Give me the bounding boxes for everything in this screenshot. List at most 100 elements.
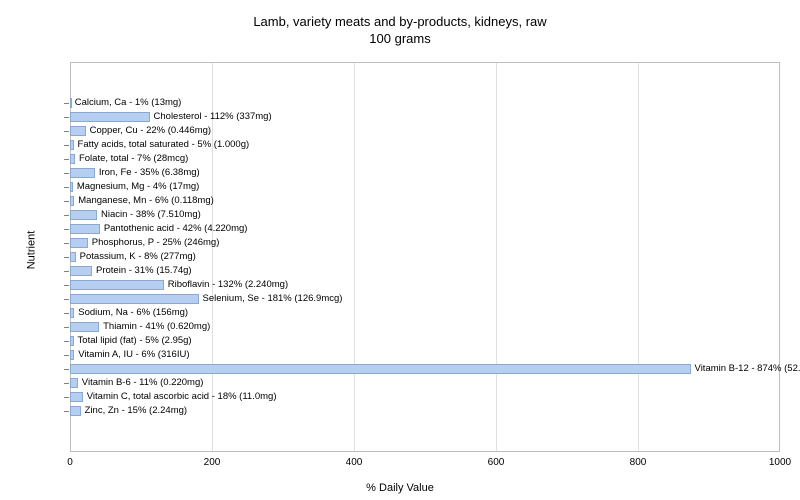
y-axis-label: Nutrient (25, 231, 37, 270)
y-tick (64, 355, 69, 356)
bar-row: Total lipid (fat) - 5% (2.95g) (70, 334, 780, 348)
bar-row: Pantothenic acid - 42% (4.220mg) (70, 222, 780, 236)
bar-row: Fatty acids, total saturated - 5% (1.000… (70, 138, 780, 152)
bar-label: Cholesterol - 112% (337mg) (154, 111, 272, 122)
x-tick-label: 800 (630, 457, 647, 468)
bar-row: Folate, total - 7% (28mcg) (70, 152, 780, 166)
y-tick (64, 131, 69, 132)
bar-row: Sodium, Na - 6% (156mg) (70, 306, 780, 320)
bar (70, 224, 100, 234)
y-tick (64, 229, 69, 230)
bar (70, 182, 73, 192)
bar-label: Vitamin B-12 - 874% (52.41mcg) (695, 363, 800, 374)
y-tick (64, 327, 69, 328)
bar-label: Vitamin A, IU - 6% (316IU) (78, 349, 189, 360)
bar (70, 336, 74, 346)
bar (70, 322, 99, 332)
bar-label: Selenium, Se - 181% (126.9mcg) (203, 293, 343, 304)
bar-label: Fatty acids, total saturated - 5% (1.000… (78, 139, 250, 150)
bar-row: Copper, Cu - 22% (0.446mg) (70, 124, 780, 138)
y-tick (64, 397, 69, 398)
bar (70, 210, 97, 220)
bar-row: Phosphorus, P - 25% (246mg) (70, 236, 780, 250)
bar-label: Potassium, K - 8% (277mg) (80, 251, 196, 262)
y-tick (64, 341, 69, 342)
chart-container: Lamb, variety meats and by-products, kid… (0, 0, 800, 500)
bar-row: Cholesterol - 112% (337mg) (70, 110, 780, 124)
y-tick (64, 285, 69, 286)
y-tick (64, 411, 69, 412)
y-tick (64, 215, 69, 216)
bar-label: Niacin - 38% (7.510mg) (101, 209, 201, 220)
bar (70, 196, 74, 206)
y-tick (64, 313, 69, 314)
bar-label: Protein - 31% (15.74g) (96, 265, 192, 276)
x-tick-label: 0 (67, 457, 73, 468)
y-tick (64, 173, 69, 174)
bar (70, 126, 86, 136)
plot-area: Calcium, Ca - 1% (13mg) Cholesterol - 112… (70, 62, 780, 452)
bar (70, 168, 95, 178)
y-tick (64, 383, 69, 384)
bar-row: Niacin - 38% (7.510mg) (70, 208, 780, 222)
y-tick (64, 257, 69, 258)
y-tick (64, 271, 69, 272)
bar-row: Vitamin C, total ascorbic acid - 18% (11… (70, 390, 780, 404)
bar-label: Pantothenic acid - 42% (4.220mg) (104, 223, 248, 234)
bar (70, 364, 691, 374)
bar (70, 112, 150, 122)
bar-row: Calcium, Ca - 1% (13mg) (70, 96, 780, 110)
bar-label: Sodium, Na - 6% (156mg) (78, 307, 188, 318)
bar-row: Thiamin - 41% (0.620mg) (70, 320, 780, 334)
bar-row: Vitamin A, IU - 6% (316IU) (70, 348, 780, 362)
bar (70, 238, 88, 248)
y-tick (64, 117, 69, 118)
y-tick (64, 369, 69, 370)
y-tick (64, 299, 69, 300)
bar-label: Calcium, Ca - 1% (13mg) (75, 97, 182, 108)
bar-label: Vitamin B-6 - 11% (0.220mg) (82, 377, 204, 388)
bar (70, 154, 75, 164)
x-tick-label: 1000 (769, 457, 791, 468)
bar-label: Vitamin C, total ascorbic acid - 18% (11… (87, 391, 277, 402)
x-tick-label: 400 (346, 457, 363, 468)
bar-row: Zinc, Zn - 15% (2.24mg) (70, 404, 780, 418)
title-line-1: Lamb, variety meats and by-products, kid… (0, 14, 800, 31)
bar-label: Iron, Fe - 35% (6.38mg) (99, 167, 200, 178)
bar-label: Thiamin - 41% (0.620mg) (103, 321, 210, 332)
y-tick (64, 187, 69, 188)
x-tick-label: 200 (204, 457, 221, 468)
bar-label: Phosphorus, P - 25% (246mg) (92, 237, 220, 248)
bar-label: Total lipid (fat) - 5% (2.95g) (78, 335, 192, 346)
bar-row: Potassium, K - 8% (277mg) (70, 250, 780, 264)
bar (70, 98, 72, 108)
bar-row: Riboflavin - 132% (2.240mg) (70, 278, 780, 292)
bar-label: Magnesium, Mg - 4% (17mg) (77, 181, 199, 192)
bar-row: Protein - 31% (15.74g) (70, 264, 780, 278)
y-tick (64, 243, 69, 244)
bar-label: Riboflavin - 132% (2.240mg) (168, 279, 288, 290)
chart-title: Lamb, variety meats and by-products, kid… (0, 0, 800, 48)
bar-row: Manganese, Mn - 6% (0.118mg) (70, 194, 780, 208)
y-tick (64, 201, 69, 202)
bar (70, 308, 74, 318)
y-tick (64, 103, 69, 104)
bar (70, 266, 92, 276)
bar (70, 406, 81, 416)
bar-row: Selenium, Se - 181% (126.9mcg) (70, 292, 780, 306)
bar (70, 294, 199, 304)
bar-label: Manganese, Mn - 6% (0.118mg) (78, 195, 214, 206)
bar-label: Folate, total - 7% (28mcg) (79, 153, 188, 164)
bar (70, 378, 78, 388)
y-tick (64, 145, 69, 146)
bar (70, 252, 76, 262)
y-tick (64, 159, 69, 160)
bar-label: Zinc, Zn - 15% (2.24mg) (85, 405, 187, 416)
x-tick-label: 600 (488, 457, 505, 468)
bar (70, 392, 83, 402)
x-axis-label: % Daily Value (366, 482, 434, 494)
bar-row: Vitamin B-6 - 11% (0.220mg) (70, 376, 780, 390)
bar (70, 350, 74, 360)
bar-row: Iron, Fe - 35% (6.38mg) (70, 166, 780, 180)
bars: Calcium, Ca - 1% (13mg) Cholesterol - 112… (70, 62, 780, 452)
